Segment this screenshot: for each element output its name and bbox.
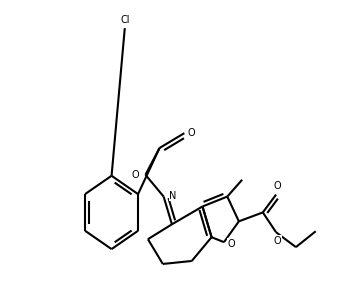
Text: Cl: Cl [121, 15, 130, 25]
Text: O: O [228, 239, 235, 249]
Text: O: O [131, 170, 139, 180]
Text: O: O [274, 181, 281, 191]
Text: O: O [188, 127, 195, 138]
Text: N: N [169, 191, 176, 201]
Text: O: O [274, 236, 281, 246]
